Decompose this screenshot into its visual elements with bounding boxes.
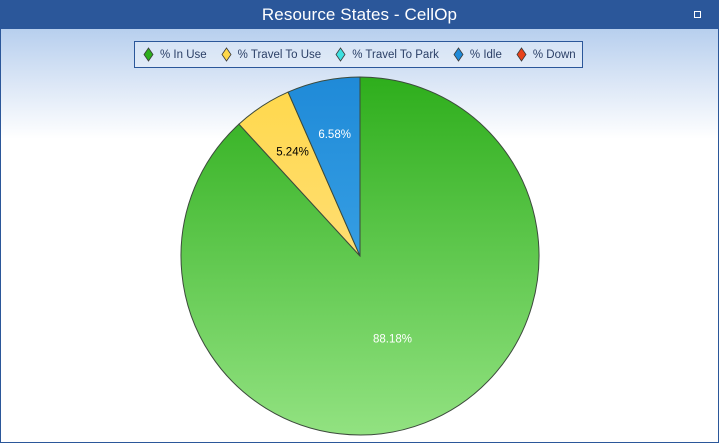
pie-chart: 88.18% 5.24% 6.58% xyxy=(180,76,540,436)
legend-marker-icon xyxy=(221,47,232,62)
legend-label: % Down xyxy=(532,48,576,61)
legend-marker-icon xyxy=(516,47,527,62)
legend-label: % Travel To Park xyxy=(352,48,439,61)
chart-legend: % In Use % Travel To Use % Travel To Park%… xyxy=(134,41,583,68)
legend-item-travel-to-use[interactable]: % Travel To Use xyxy=(221,47,322,62)
legend-item-down[interactable]: % Down xyxy=(516,47,576,62)
legend-label: % Idle xyxy=(469,48,502,61)
legend-marker-icon xyxy=(143,47,154,62)
restore-window-button[interactable] xyxy=(692,9,702,19)
legend-marker-icon xyxy=(453,47,464,62)
legend-label: % In Use xyxy=(160,48,207,61)
restore-icon xyxy=(693,10,701,18)
legend-item-idle[interactable]: % Idle xyxy=(453,47,502,62)
legend-item-in-use[interactable]: % In Use xyxy=(143,47,207,62)
pie-slice-idle[interactable] xyxy=(287,76,361,257)
plot-area: 88.18% 5.24% 6.58% % In Use % Travel To Use… xyxy=(1,29,718,442)
legend-label: % Travel To Use xyxy=(237,48,322,61)
window-title: Resource States - CellOp xyxy=(261,5,458,24)
slice-label-travel-to-use: 5.24% xyxy=(276,147,309,159)
slice-label-in-use: 88.18% xyxy=(373,333,412,345)
legend-marker-icon xyxy=(335,47,346,62)
slice-label-idle: 6.58% xyxy=(318,129,351,141)
title-bar[interactable]: Resource States - CellOp xyxy=(1,1,718,29)
legend-item-travel-to-park[interactable]: % Travel To Park xyxy=(335,47,439,62)
